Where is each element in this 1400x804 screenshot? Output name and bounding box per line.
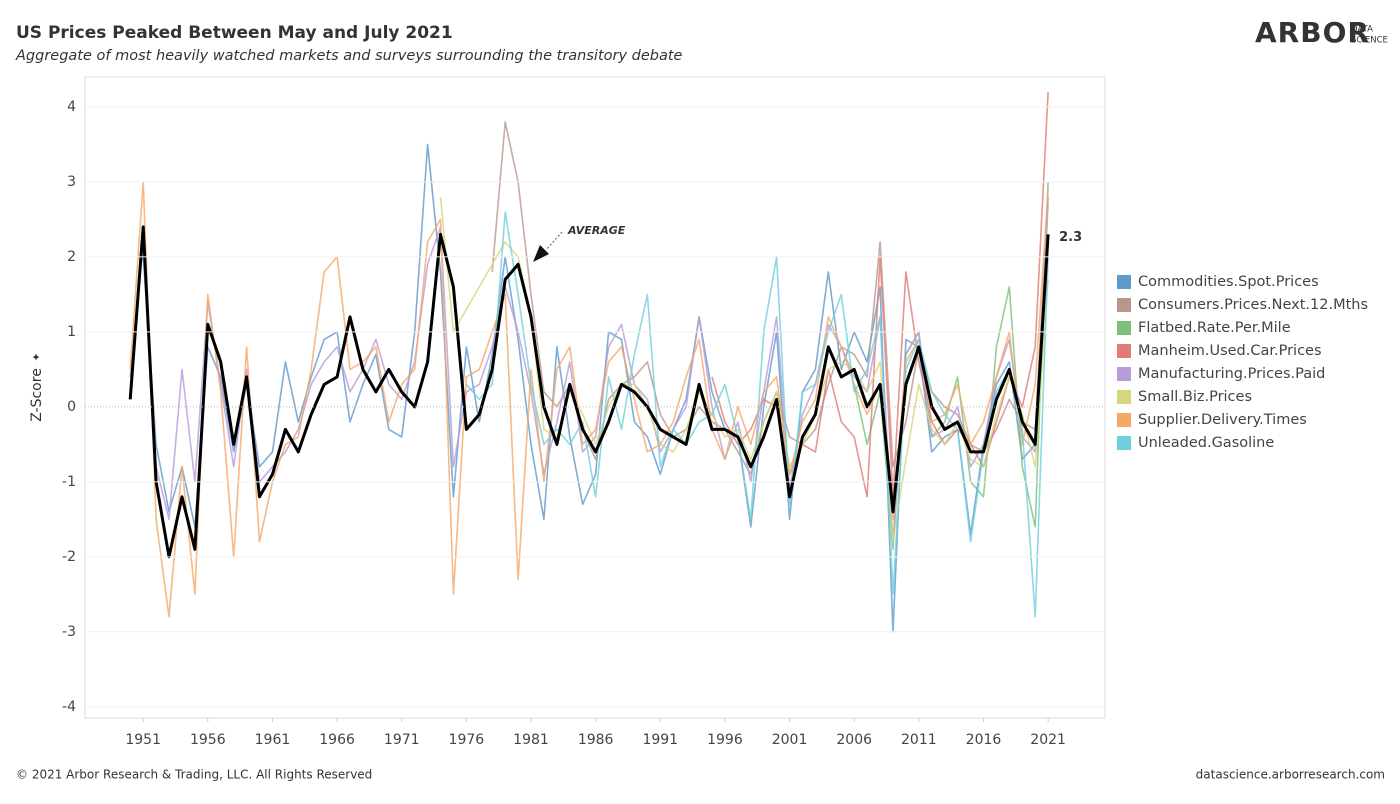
legend-swatch — [1117, 298, 1131, 312]
annotation-leader — [545, 231, 563, 251]
x-tick-label: 1981 — [513, 732, 549, 748]
y-tick-label: -1 — [62, 474, 76, 490]
plot-frame — [84, 76, 1106, 719]
x-tick-label: 1971 — [384, 732, 420, 748]
annotation-label: AVERAGE — [567, 224, 626, 237]
x-tick-label: 1991 — [642, 732, 678, 748]
y-tick-label: -4 — [62, 699, 76, 715]
x-tick-label: 1966 — [319, 732, 355, 748]
legend-label: Consumers.Prices.Next.12.Mths — [1138, 297, 1368, 313]
x-tick-label: 1961 — [255, 732, 291, 748]
legend-swatch — [1117, 413, 1131, 427]
logo-tag: SCIENCE — [1351, 36, 1388, 46]
chart-subtitle: Aggregate of most heavily watched market… — [15, 48, 683, 64]
logo-tag: DATA — [1351, 25, 1373, 35]
legend-label: Unleaded.Gasoline — [1138, 435, 1274, 451]
end-value-label: 2.3 — [1059, 230, 1082, 245]
x-tick-label: 2016 — [966, 732, 1002, 748]
series-line — [142, 143, 1049, 633]
x-tick-label: 2001 — [772, 732, 808, 748]
legend-label: Manufacturing.Prices.Paid — [1138, 366, 1325, 382]
y-tick-label: 4 — [67, 99, 76, 115]
chart-title: US Prices Peaked Between May and July 20… — [16, 23, 453, 43]
y-axis-label: Z-Score — [29, 368, 45, 422]
x-tick-label: 2021 — [1030, 732, 1066, 748]
legend-label: Flatbed.Rate.Per.Mile — [1138, 320, 1291, 336]
legend-label: Small.Biz.Prices — [1138, 389, 1252, 405]
x-tick-label: 1996 — [707, 732, 743, 748]
series-line — [465, 211, 1049, 618]
y-tick-label: 2 — [67, 249, 76, 265]
legend-swatch — [1117, 321, 1131, 335]
legend-swatch — [1117, 275, 1131, 289]
logo-name: ARBOR — [1255, 16, 1370, 49]
x-tick-label: 1976 — [449, 732, 485, 748]
legend-label: Commodities.Spot.Prices — [1138, 274, 1319, 290]
legend-swatch — [1117, 436, 1131, 450]
y-tick-label: -3 — [62, 624, 76, 640]
y-tick-label: 3 — [67, 174, 76, 190]
legend-label: Supplier.Delivery.Times — [1138, 412, 1307, 428]
legend-swatch — [1117, 344, 1131, 358]
plot — [128, 91, 1050, 633]
annotation-arrow — [533, 245, 549, 262]
x-tick-label: 2006 — [836, 732, 872, 748]
series-line — [439, 196, 1049, 543]
footer-left: © 2021 Arbor Research & Trading, LLC. Al… — [16, 768, 372, 782]
footer-right: datascience.arborresearch.com — [1196, 768, 1385, 782]
x-tick-label: 1951 — [125, 732, 161, 748]
legend-swatch — [1117, 390, 1131, 404]
average-line — [128, 225, 1050, 559]
x-tick-label: 2011 — [901, 732, 937, 748]
y-tick-label: 1 — [67, 324, 76, 340]
x-tick-label: 1986 — [578, 732, 614, 748]
y-tick-label: -2 — [62, 549, 76, 565]
x-tick-label: 1956 — [190, 732, 226, 748]
legend-label: Manheim.Used.Car.Prices — [1138, 343, 1322, 359]
y-tick-label: 0 — [67, 399, 76, 415]
pin-icon: ✦ — [30, 352, 43, 361]
legend-swatch — [1117, 367, 1131, 381]
series-line — [129, 204, 1049, 543]
